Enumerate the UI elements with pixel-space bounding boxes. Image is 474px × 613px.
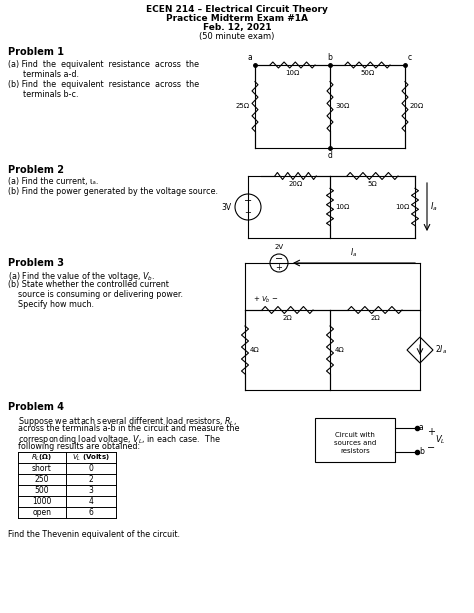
- Text: 3V: 3V: [222, 202, 232, 211]
- Text: Circuit with: Circuit with: [335, 432, 375, 438]
- Text: Suppose we attach several different load resistors, $R_L$,: Suppose we attach several different load…: [18, 415, 237, 428]
- Text: 10Ω: 10Ω: [335, 204, 349, 210]
- Text: 25Ω: 25Ω: [236, 104, 250, 110]
- Text: 3: 3: [89, 486, 93, 495]
- Text: 30Ω: 30Ω: [335, 104, 349, 110]
- Text: d: d: [328, 151, 332, 160]
- Text: 6: 6: [89, 508, 93, 517]
- Text: $R_L$(Ω): $R_L$(Ω): [31, 452, 53, 463]
- Text: −: −: [427, 443, 435, 453]
- Text: +: +: [427, 427, 435, 437]
- Text: 4Ω: 4Ω: [250, 347, 260, 353]
- Text: across the terminals a-b in the circuit and measure the: across the terminals a-b in the circuit …: [18, 424, 239, 433]
- Text: +: +: [275, 262, 283, 272]
- Text: 2V: 2V: [274, 244, 283, 250]
- Text: short: short: [32, 464, 52, 473]
- Text: Problem 3: Problem 3: [8, 258, 64, 268]
- Text: corresponding load voltage, $V_L$, in each case.  The: corresponding load voltage, $V_L$, in ea…: [18, 433, 221, 446]
- Text: following results are obtained:: following results are obtained:: [18, 442, 140, 451]
- Text: Problem 2: Problem 2: [8, 165, 64, 175]
- Text: Specify how much.: Specify how much.: [18, 300, 94, 309]
- Text: Feb. 12, 2021: Feb. 12, 2021: [203, 23, 271, 32]
- Text: resistors: resistors: [340, 448, 370, 454]
- Text: terminals b-c.: terminals b-c.: [8, 90, 79, 99]
- Text: 10Ω: 10Ω: [285, 70, 300, 76]
- Text: 20Ω: 20Ω: [410, 104, 424, 110]
- Text: 500: 500: [35, 486, 49, 495]
- Text: −: −: [244, 196, 252, 206]
- Text: terminals a-d.: terminals a-d.: [8, 70, 79, 79]
- Text: −: −: [275, 254, 283, 264]
- Text: + $V_b$ −: + $V_b$ −: [253, 295, 279, 305]
- Text: 2: 2: [89, 475, 93, 484]
- Text: sources and: sources and: [334, 440, 376, 446]
- Text: a: a: [247, 53, 252, 62]
- Text: b: b: [419, 447, 424, 457]
- Text: b: b: [328, 53, 332, 62]
- Text: 5Ω: 5Ω: [368, 181, 377, 187]
- Text: (a) Find the value of the voltage, $V_b$.: (a) Find the value of the voltage, $V_b$…: [8, 270, 155, 283]
- Text: $2\mathit{I}_a$: $2\mathit{I}_a$: [435, 344, 447, 356]
- Text: 20Ω: 20Ω: [288, 181, 302, 187]
- Text: (a) Find  the  equivalent  resistance  across  the: (a) Find the equivalent resistance acros…: [8, 60, 199, 69]
- Text: Practice Midterm Exam #1A: Practice Midterm Exam #1A: [166, 14, 308, 23]
- Text: Find the Thevenin equivalent of the circuit.: Find the Thevenin equivalent of the circ…: [8, 530, 180, 539]
- Text: Problem 1: Problem 1: [8, 47, 64, 57]
- Text: 4Ω: 4Ω: [335, 347, 345, 353]
- Text: (b) Find the power generated by the voltage source.: (b) Find the power generated by the volt…: [8, 187, 218, 196]
- Text: $V_L$ (Volts): $V_L$ (Volts): [72, 452, 110, 463]
- Text: 50Ω: 50Ω: [360, 70, 374, 76]
- Text: (a) Find the current, ιₐ.: (a) Find the current, ιₐ.: [8, 177, 99, 186]
- Text: $V_L$: $V_L$: [435, 434, 446, 446]
- Text: 250: 250: [35, 475, 49, 484]
- Text: 0: 0: [89, 464, 93, 473]
- Text: c: c: [408, 53, 412, 62]
- Text: source is consuming or delivering power.: source is consuming or delivering power.: [18, 290, 183, 299]
- Text: a: a: [419, 424, 424, 433]
- Text: $\mathit{I}_a$: $\mathit{I}_a$: [350, 246, 357, 259]
- FancyBboxPatch shape: [315, 418, 395, 462]
- Text: 2Ω: 2Ω: [370, 315, 380, 321]
- Text: (50 minute exam): (50 minute exam): [199, 32, 275, 41]
- Text: Problem 4: Problem 4: [8, 402, 64, 412]
- Text: (b) State whether the controlled current: (b) State whether the controlled current: [8, 280, 169, 289]
- Text: 2Ω: 2Ω: [283, 315, 292, 321]
- Text: +: +: [245, 208, 251, 218]
- Text: 10Ω: 10Ω: [396, 204, 410, 210]
- Text: (b) Find  the  equivalent  resistance  across  the: (b) Find the equivalent resistance acros…: [8, 80, 199, 89]
- Text: 4: 4: [89, 497, 93, 506]
- Text: 1000: 1000: [32, 497, 52, 506]
- Text: $\mathit{I}_a$: $\mathit{I}_a$: [430, 200, 438, 213]
- Text: ECEN 214 – Electrical Circuit Theory: ECEN 214 – Electrical Circuit Theory: [146, 5, 328, 14]
- Text: open: open: [33, 508, 52, 517]
